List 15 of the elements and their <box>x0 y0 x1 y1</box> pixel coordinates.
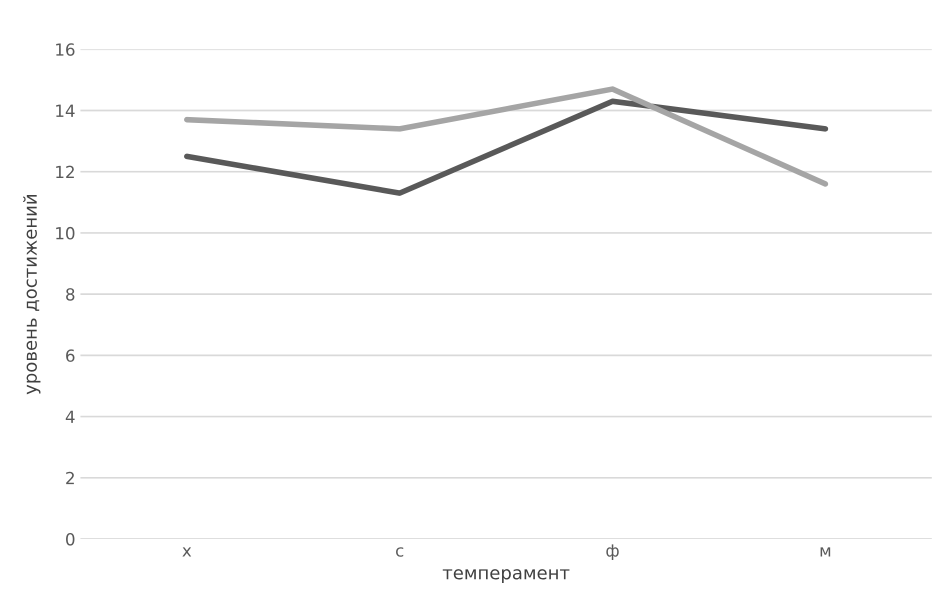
y-tick-label: 6 <box>66 349 74 362</box>
y-tick-label: 10 <box>56 226 74 240</box>
x-tick-label: х <box>182 547 192 557</box>
y-tick-label: 8 <box>66 288 74 301</box>
x-tick-label: ф <box>606 544 619 560</box>
y-tick-label: 2 <box>66 472 74 484</box>
x-tick-label: м <box>820 547 830 557</box>
x-tick-label: с <box>396 547 404 557</box>
y-tick-label: 4 <box>66 410 75 423</box>
y-tick-label: 12 <box>56 166 74 178</box>
y-tick-label: 16 <box>56 43 74 56</box>
y-tick-label: 0 <box>66 532 74 546</box>
x-axis-title: темперамент <box>442 569 570 584</box>
y-axis-title: уровень достижений <box>23 195 40 394</box>
y-tick-label: 14 <box>56 104 75 117</box>
